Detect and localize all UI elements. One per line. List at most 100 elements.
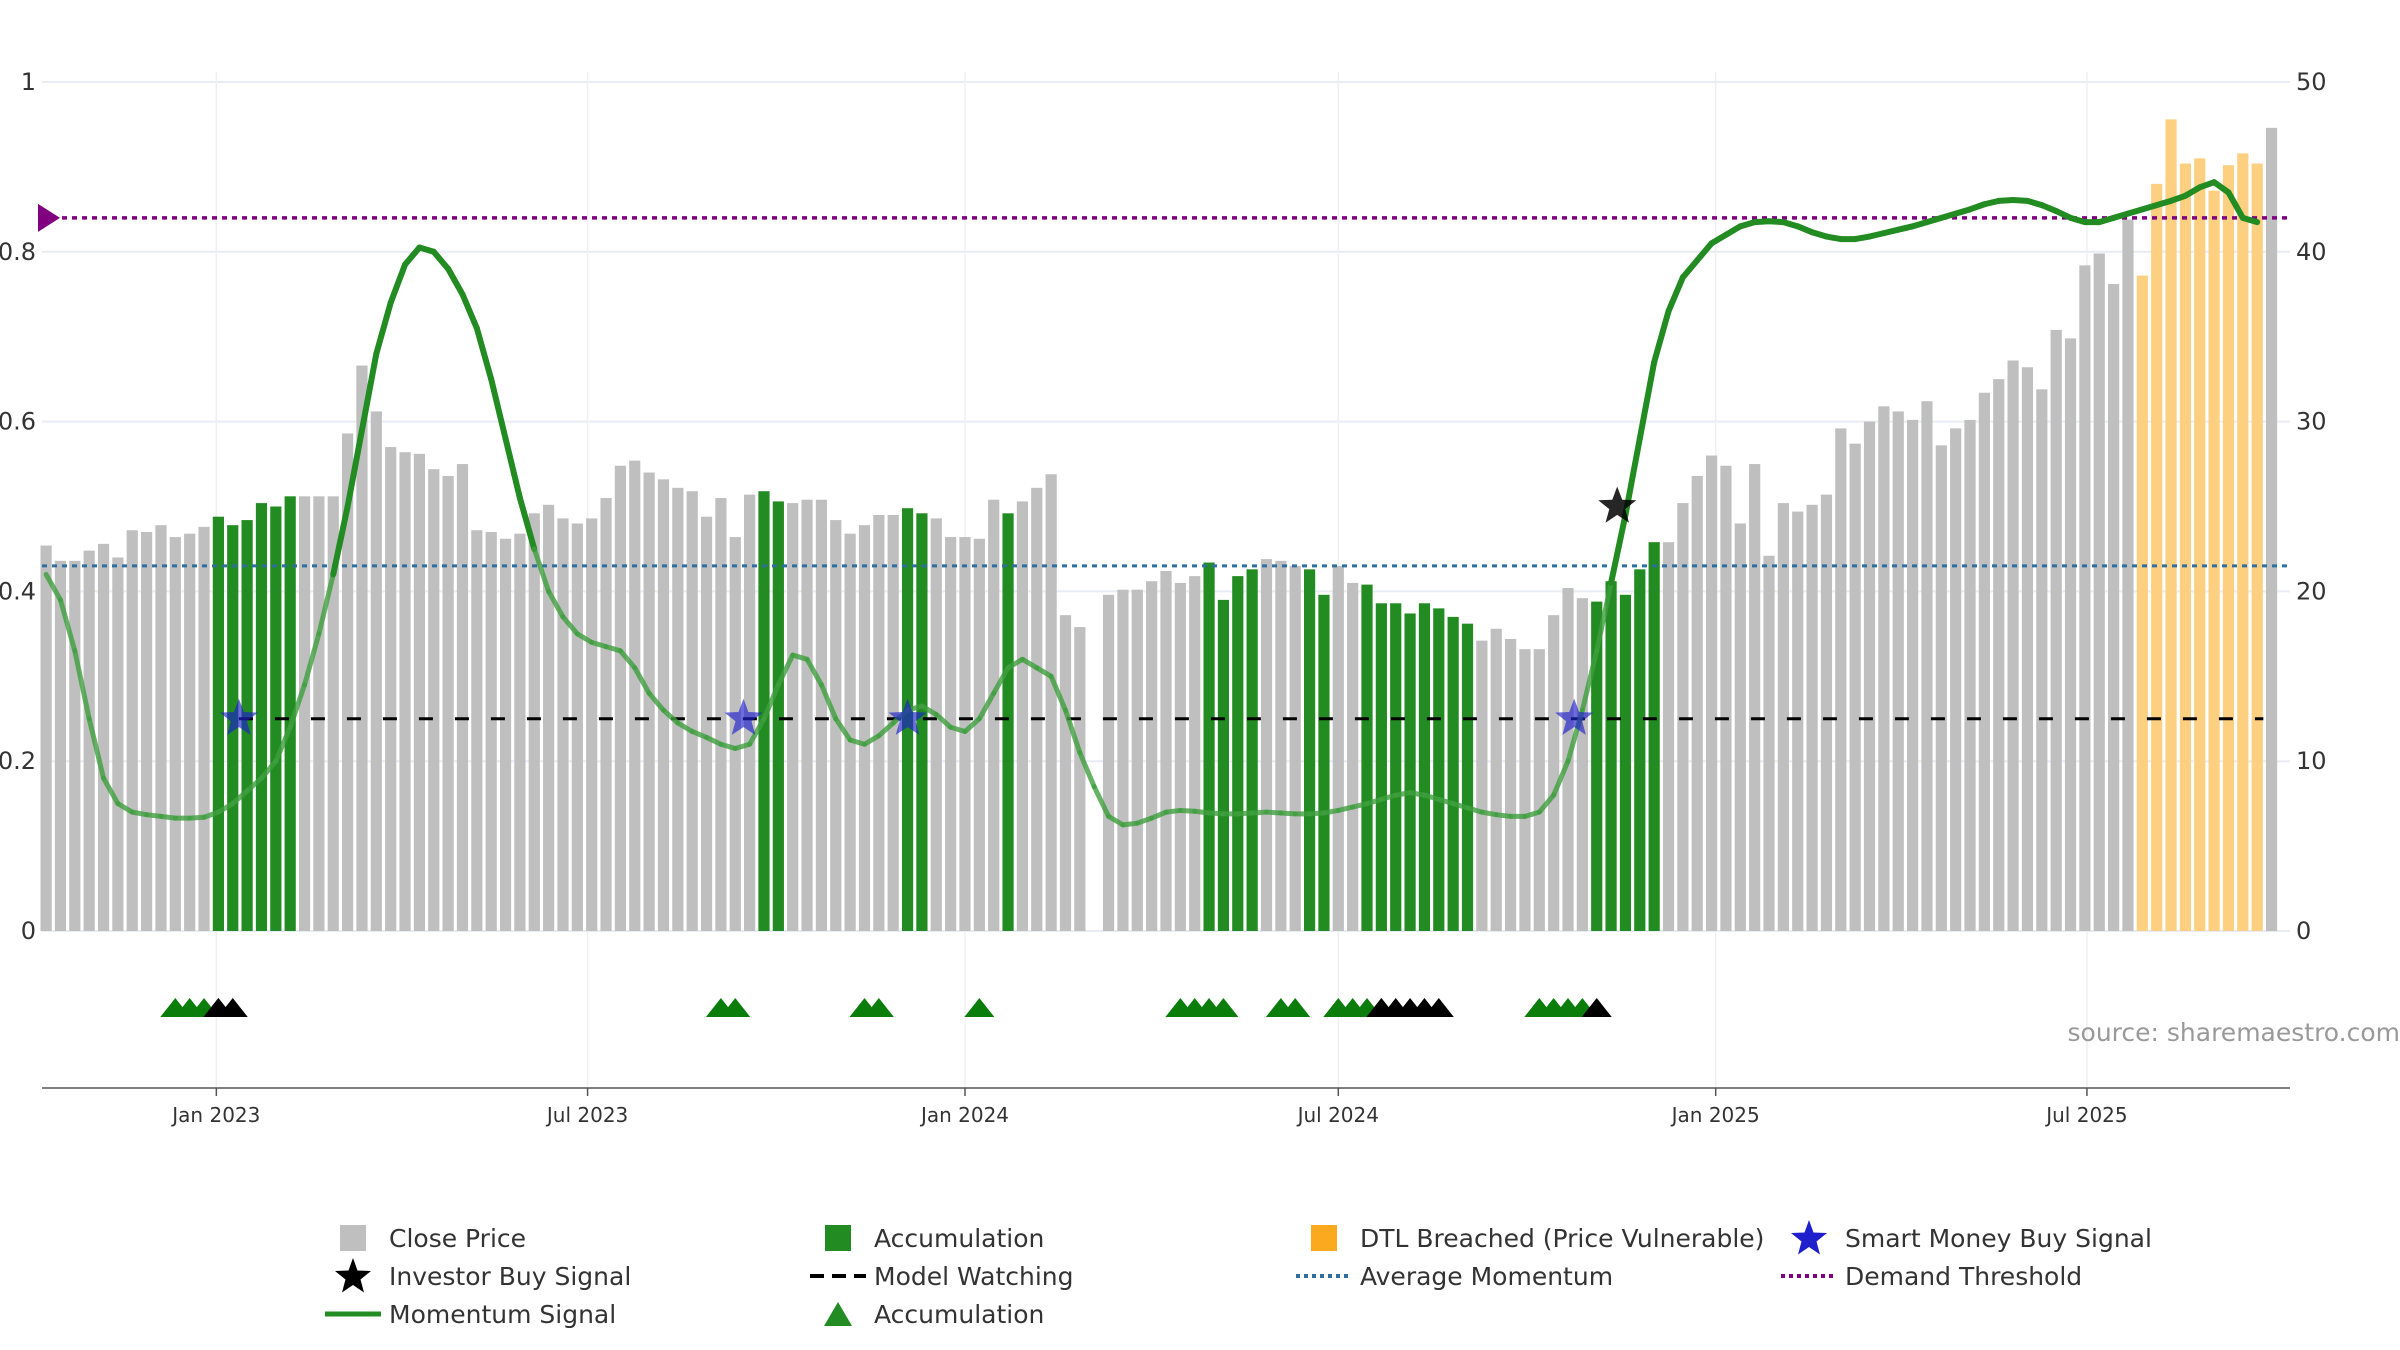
y-right-tick-label: 10 [2296,747,2327,775]
momentum-signal-segment [1551,758,1571,798]
accumulation-bar [255,503,268,931]
close-price-bar [69,560,81,931]
momentum-signal-segment [1694,240,1715,264]
momentum-signal-segment [72,648,92,722]
close-price-bar [1102,594,1115,931]
close-price-bar [600,498,612,931]
close-price-bar [1792,511,1804,931]
close-price-bar [1504,638,1517,931]
demand-threshold-marker [38,203,60,232]
momentum-signal-segment [962,716,982,734]
momentum-signal-segment [273,724,293,764]
close-price-bar [1892,411,1904,931]
smart-money-buy-star [219,698,258,735]
close-price-bar [1332,565,1344,931]
close-price-bar [2050,329,2062,932]
accumulation-bar [1605,581,1617,931]
close-price-bar [1662,542,1675,931]
momentum-signal-segment [358,350,380,434]
momentum-signal-segment [876,720,896,739]
close-price-bar [858,525,871,931]
close-price-bar [399,452,411,931]
momentum-signal-segment [201,809,221,820]
close-price-bar [700,516,713,931]
close-price-bar [543,504,555,931]
momentum-signal-segment [660,707,681,726]
momentum-signal-segment [574,631,595,645]
close-price-bar [1490,628,1502,931]
momentum-signal-segment [804,656,824,688]
close-price-bar [1734,523,1746,931]
accumulation-bar [1246,569,1258,931]
close-price-bar [1935,445,1947,931]
close-price-bar [1031,487,1043,931]
close-price-bar [1878,406,1890,931]
close-price-bar [528,513,540,931]
dtl-breached-bar [2151,183,2163,931]
investor-buy-star [1598,486,1637,523]
close-price-bar [787,503,799,931]
close-price-bar [141,531,153,931]
smart-money-buy-star [1555,698,1594,735]
close-price-bar [485,531,497,931]
accumulation-bar [758,491,770,931]
close-price-bar [715,498,727,931]
close-price-bar [2093,253,2105,932]
close-price-bar [169,537,181,931]
momentum-signal-segment [933,712,954,730]
accumulation-bar [1318,594,1330,931]
momentum-signal-segment [632,665,652,696]
close-price-bar [184,533,196,931]
accumulation-bar [1002,513,1014,931]
close-price-bar [1131,589,1143,931]
momentum-signal-segment [1048,673,1068,713]
dtl-breached-bar [2251,163,2263,931]
y-right-tick-label: 40 [2296,238,2327,266]
momentum-signal-segment [976,690,997,722]
close-price-bar [1763,555,1775,931]
momentum-signal-segment [775,652,796,688]
x-tick-label: Jul 2024 [1296,1103,1379,1127]
close-price-bar [1777,503,1789,931]
momentum-signal-segment [689,728,710,740]
momentum-signal-segment [1608,511,1629,586]
close-price-bar [2108,284,2120,931]
momentum-signal-segment [833,716,853,743]
momentum-signal-segment [516,495,538,552]
momentum-signal-segment [115,801,135,815]
close-price-bar [1519,649,1531,931]
momentum-signal-segment [2225,189,2246,221]
close-price-bar [1691,475,1703,931]
momentum-signal-segment [344,427,365,510]
momentum-signal-segment [1106,813,1126,828]
smart-money-buy-star [724,698,763,735]
close-price-bar [298,496,311,931]
close-price-bar [1993,379,2005,931]
dtl-breached-bar [2208,190,2220,931]
accumulation-bar [1447,616,1459,931]
momentum-signal-segment [258,758,279,781]
close-price-bar [499,538,512,931]
close-price-bar [1074,627,1086,931]
source-note: source: sharemaestro.com [2068,1018,2400,1047]
close-price-bar [1749,464,1761,931]
dtl-breached-bar [2222,165,2235,931]
momentum-signal-segment [86,716,107,781]
momentum-signal-segment [818,682,839,722]
close-price-bar [1950,428,1962,931]
close-price-bar [342,433,354,931]
momentum-signal-segment [1679,257,1701,281]
momentum-signal-segment [919,703,939,718]
close-price-bar [557,518,569,931]
accumulation-bar [1390,603,1402,931]
accumulation-bar [1217,599,1230,931]
accumulation-bar [1648,542,1660,931]
close-price-bar [198,526,210,931]
momentum-signal-segment [1091,784,1112,819]
close-price-bar [2036,389,2048,931]
momentum-signal-segment [1134,815,1155,826]
momentum-signal-segment [1636,359,1658,442]
momentum-signal-segment [617,648,638,671]
momentum-signal-segment [861,733,882,747]
